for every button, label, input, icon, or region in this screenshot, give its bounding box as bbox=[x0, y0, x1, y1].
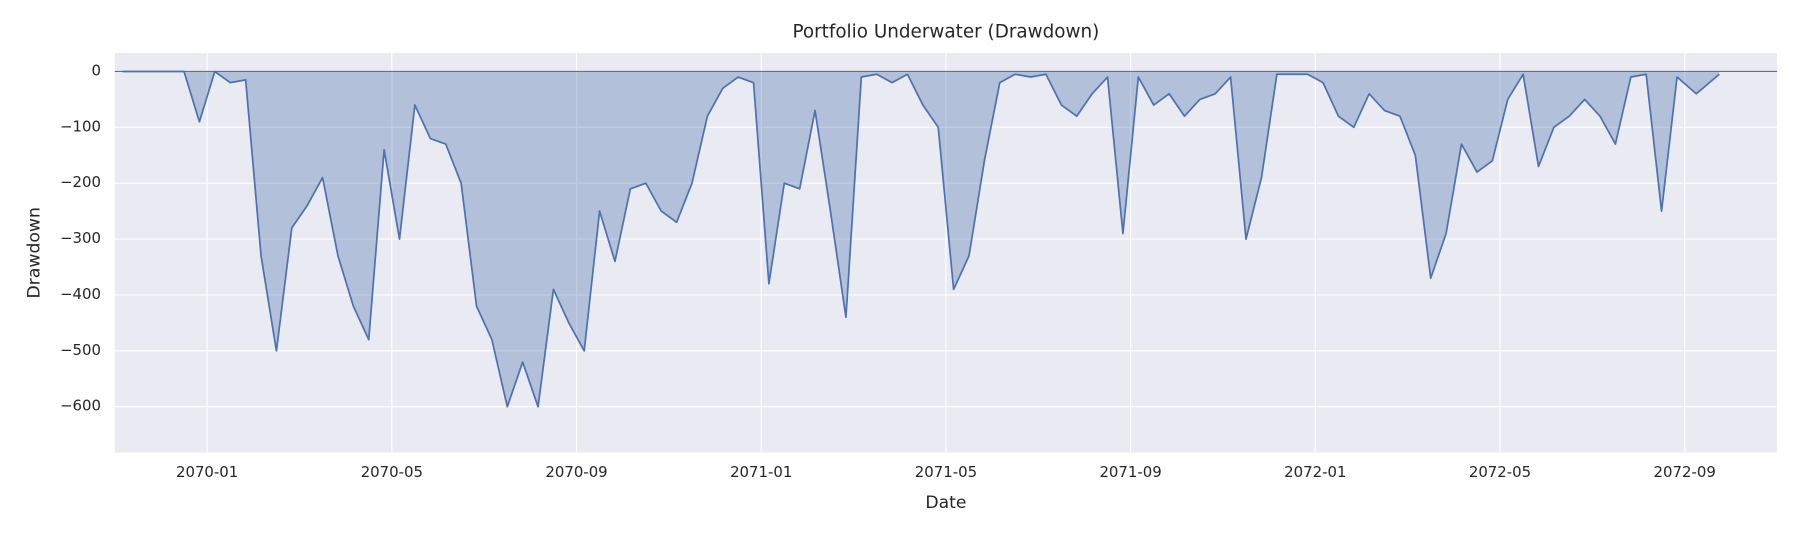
x-axis-label: Date bbox=[925, 493, 966, 513]
x-tick-label: 2070-05 bbox=[361, 463, 423, 481]
drawdown-line bbox=[122, 70, 1720, 408]
y-tick-label: −400 bbox=[60, 285, 101, 303]
y-tick-label: −300 bbox=[60, 229, 101, 247]
y-tick-label: −600 bbox=[60, 397, 101, 415]
x-tick-label: 2072-01 bbox=[1284, 463, 1346, 481]
x-tick-label: 2071-01 bbox=[730, 463, 792, 481]
chart-title: Portfolio Underwater (Drawdown) bbox=[792, 21, 1099, 42]
y-tick-label: −100 bbox=[60, 117, 101, 135]
y-tick-label: −500 bbox=[60, 341, 101, 359]
x-tick-label: 2070-01 bbox=[176, 463, 238, 481]
x-tick-label: 2071-09 bbox=[1099, 463, 1161, 481]
x-tick-label: 2071-05 bbox=[915, 463, 977, 481]
x-tick-label: 2072-05 bbox=[1469, 463, 1531, 481]
y-tick-label: 0 bbox=[92, 61, 101, 79]
x-tick-label: 2070-09 bbox=[545, 463, 607, 481]
y-axis-label: Drawdown bbox=[24, 207, 44, 298]
y-tick-label: −200 bbox=[60, 173, 101, 191]
area-fill bbox=[122, 71, 1720, 407]
x-tick-label: 2072-09 bbox=[1654, 463, 1716, 481]
